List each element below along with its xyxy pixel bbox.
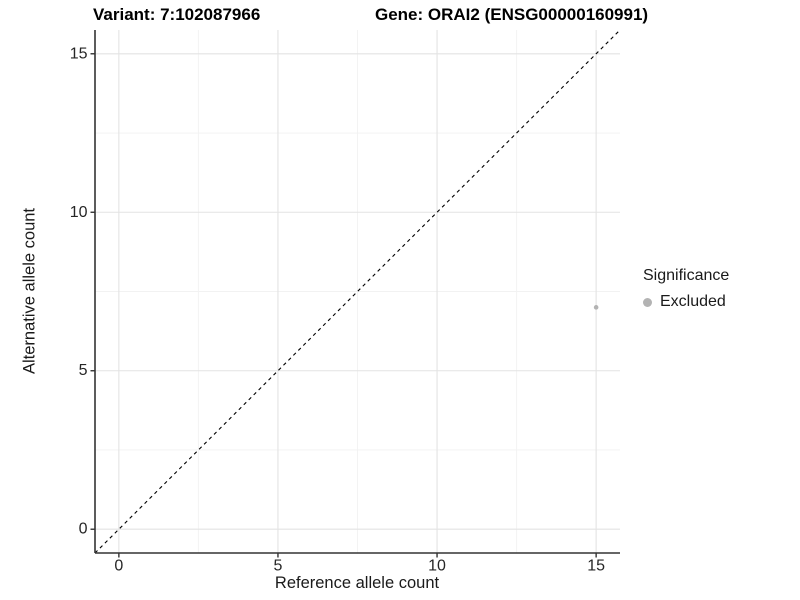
y-axis-title: Alternative allele count	[20, 207, 39, 375]
data-point	[593, 305, 599, 310]
x-tick-label: 5	[274, 557, 283, 574]
plot-title-variant: Variant: 7:102087966	[93, 5, 261, 24]
x-tick-label: 0	[114, 557, 123, 574]
x-axis-title: Reference allele count	[274, 574, 440, 592]
legend-item-label: Excluded	[660, 293, 726, 310]
x-tick-label: 15	[587, 557, 605, 574]
y-tick-label: 0	[79, 521, 88, 538]
identity-reference-line	[94, 29, 621, 554]
y-tick-label: 15	[70, 45, 88, 62]
legend: Significance Excluded	[640, 267, 780, 317]
plot-title-gene: Gene: ORAI2 (ENSG00000160991)	[375, 5, 649, 24]
x-tick-label: 10	[428, 557, 446, 574]
y-tick-label: 5	[79, 362, 88, 379]
legend-point-icon	[642, 297, 652, 307]
y-tick-label: 10	[70, 204, 88, 221]
legend-title: Significance	[643, 267, 730, 284]
